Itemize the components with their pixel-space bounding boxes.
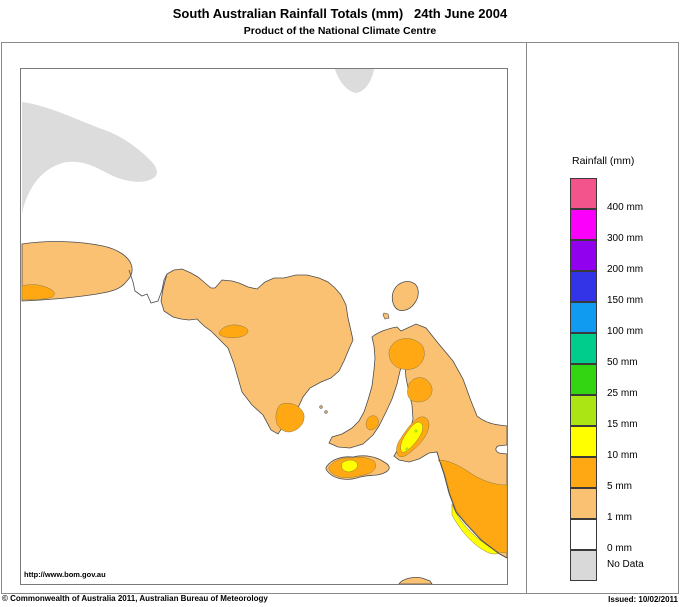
islet-3 xyxy=(324,410,328,414)
legend-label: 0 mm xyxy=(607,543,632,554)
legend-swatch xyxy=(570,488,597,519)
legend-label: No Data xyxy=(607,559,644,570)
coastline-segment xyxy=(128,269,168,304)
region-port-lincoln-5mm xyxy=(275,403,305,433)
region-eyre-peninsula-1mm xyxy=(160,268,354,435)
legend-swatch xyxy=(570,519,597,550)
legend-swatch xyxy=(570,240,597,271)
legend-swatch xyxy=(570,364,597,395)
region-southeast-coast-10mm xyxy=(451,503,500,555)
region-port-augusta-1mm xyxy=(391,281,419,311)
legend-swatch xyxy=(570,178,597,209)
legend-swatch xyxy=(570,333,597,364)
legend-label: 150 mm xyxy=(607,295,644,306)
legend-label: 5 mm xyxy=(607,481,632,492)
legend-swatch xyxy=(570,550,597,581)
rainfall-map xyxy=(20,68,508,585)
islet-2 xyxy=(319,405,323,409)
region-barossa-5mm xyxy=(407,377,433,403)
no-data-region-northwest xyxy=(22,102,157,215)
outer-frame xyxy=(1,42,679,594)
panel-divider xyxy=(526,42,527,593)
copyright-notice: © Commonwealth of Australia 2011, Austra… xyxy=(2,594,268,603)
legend-swatch xyxy=(570,271,597,302)
coastline-southeast xyxy=(436,451,507,559)
map-svg xyxy=(21,69,507,584)
bom-url-label: http://www.bom.gov.au xyxy=(24,570,106,579)
region-kangaroo-island-10mm xyxy=(341,459,358,473)
legend-swatch xyxy=(570,395,597,426)
region-west-coast-5mm xyxy=(21,284,55,300)
legend-swatch xyxy=(570,209,597,240)
region-southeast-5mm xyxy=(437,459,507,554)
legend-label: 25 mm xyxy=(607,388,638,399)
legend-label: 100 mm xyxy=(607,326,644,337)
issued-date: Issued: 10/02/2011 xyxy=(608,595,678,604)
islet-1 xyxy=(382,312,390,320)
legend-title: Rainfall (mm) xyxy=(572,155,635,167)
legend-swatch xyxy=(570,426,597,457)
region-bottom-edge-1mm xyxy=(398,576,433,584)
rainfall-legend: 400 mm 300 mm 200 mm 150 mm 100 mm 50 mm 25 mm… xyxy=(570,178,680,582)
legend-label: 15 mm xyxy=(607,419,638,430)
legend-swatch xyxy=(570,457,597,488)
legend-label: 10 mm xyxy=(607,450,638,461)
legend-label: 200 mm xyxy=(607,264,644,275)
legend-label: 50 mm xyxy=(607,357,638,368)
page-subtitle: Product of the National Climate Centre xyxy=(243,25,437,37)
legend-label: 300 mm xyxy=(607,233,644,244)
no-data-region-north xyxy=(335,69,374,93)
region-west-coast-1mm xyxy=(21,241,133,302)
region-midnorth-5mm xyxy=(388,338,425,370)
legend-label: 1 mm xyxy=(607,512,632,523)
page-title: South Australian Rainfall Totals (mm) 24… xyxy=(172,6,508,21)
region-fleurieu-15mm-a xyxy=(414,429,418,433)
region-fleurieu-15mm-b xyxy=(405,447,409,451)
legend-label: 400 mm xyxy=(607,202,644,213)
region-yorke-foot-5mm xyxy=(365,415,379,431)
legend-swatch xyxy=(570,302,597,333)
region-eyre-west-5mm xyxy=(218,324,249,339)
